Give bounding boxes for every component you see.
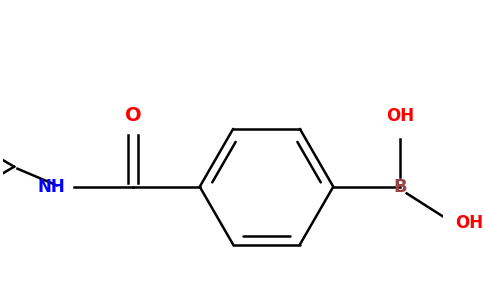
Text: O: O (125, 106, 141, 124)
Text: NH: NH (37, 178, 65, 196)
Text: B: B (393, 178, 407, 196)
Text: OH: OH (386, 106, 414, 124)
Text: OH: OH (455, 214, 483, 232)
